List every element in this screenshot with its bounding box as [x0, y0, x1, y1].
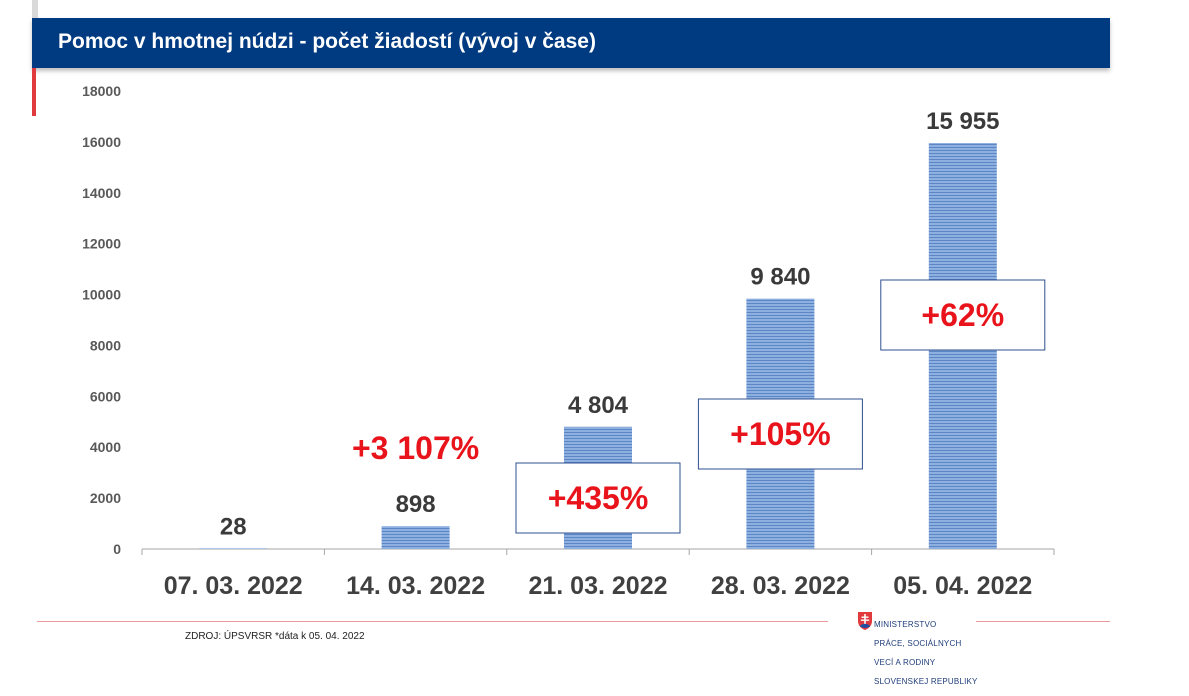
- title-bar: Pomoc v hmotnej núdzi - počet žiadostí (…: [32, 18, 1110, 68]
- change-percent-label: +3 107%: [352, 430, 479, 466]
- data-value-label: 4 804: [568, 392, 629, 419]
- chart-title: Pomoc v hmotnej núdzi - počet žiadostí (…: [58, 30, 596, 53]
- x-category-label: 21. 03. 2022: [528, 572, 667, 600]
- ministry-line-2: PRÁCE, SOCIÁLNYCH: [874, 638, 962, 648]
- x-category-label: 28. 03. 2022: [711, 572, 850, 600]
- y-tick-label: 16000: [82, 134, 121, 150]
- change-percent-label: +435%: [548, 480, 649, 516]
- x-category-label: 07. 03. 2022: [164, 572, 303, 600]
- ministry-logo: MINISTERSTVO PRÁCE, SOCIÁLNYCH VECÍ A RO…: [858, 610, 1018, 686]
- footer-divider-right: [976, 621, 1110, 622]
- change-label-box: [697, 398, 863, 470]
- y-tick-label: 6000: [90, 388, 121, 404]
- y-tick-label: 18000: [82, 83, 121, 99]
- data-value-label: 28: [220, 513, 247, 540]
- change-label-box: [515, 462, 681, 534]
- left-accent-rule: [32, 0, 38, 20]
- ministry-line-4: SLOVENSKEJ REPUBLIKY: [874, 676, 978, 686]
- ministry-line-3: VECÍ A RODINY: [874, 657, 936, 667]
- footer-divider-left: [37, 621, 828, 622]
- data-value-label: 9 840: [750, 264, 810, 291]
- y-tick-label: 12000: [82, 236, 121, 252]
- x-category-label: 05. 04. 2022: [893, 572, 1032, 600]
- data-value-label: 898: [396, 491, 436, 518]
- x-category-label: 14. 03. 2022: [346, 572, 485, 600]
- y-tick-label: 10000: [82, 287, 121, 303]
- y-tick-label: 4000: [90, 439, 121, 455]
- y-tick-label: 14000: [82, 185, 121, 201]
- y-tick-label: 2000: [90, 490, 121, 506]
- y-tick-label: 8000: [90, 337, 121, 353]
- slovak-coat-of-arms-icon: [858, 612, 872, 630]
- y-tick-label: 0: [113, 541, 121, 557]
- bar: [199, 548, 268, 549]
- red-accent-mark: [32, 68, 36, 116]
- change-percent-label: +62%: [921, 297, 1004, 333]
- ministry-name: MINISTERSTVO PRÁCE, SOCIÁLNYCH VECÍ A RO…: [874, 610, 978, 696]
- ministry-line-1: MINISTERSTVO: [874, 619, 937, 629]
- source-note: ZDROJ: ÚPSVRSR *dáta k 05. 04. 2022: [185, 631, 365, 642]
- data-value-label: 15 955: [926, 108, 999, 135]
- change-percent-label: +105%: [730, 416, 831, 452]
- change-label-box: [880, 279, 1046, 351]
- bar: [381, 526, 450, 549]
